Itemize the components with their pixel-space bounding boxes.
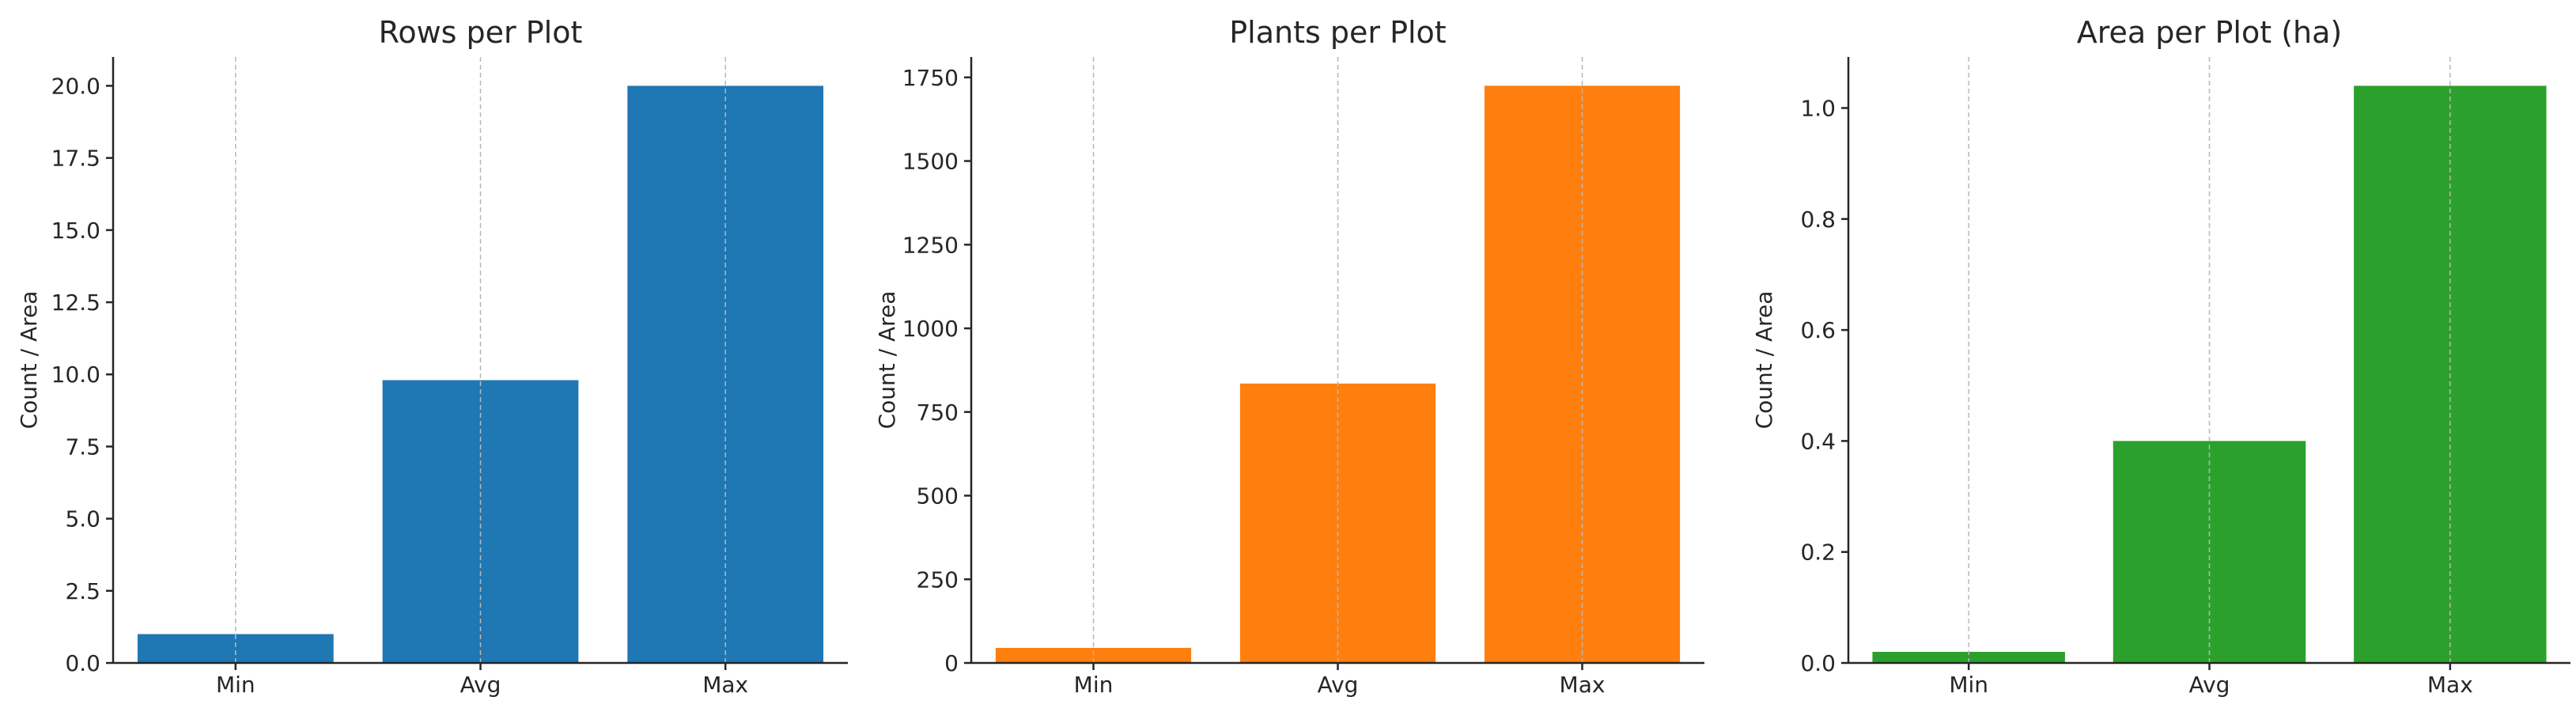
y-tick-label: 0 — [944, 650, 959, 676]
bar-avg — [382, 380, 579, 663]
y-tick-label: 1.0 — [1800, 96, 1836, 122]
x-tick-label: Max — [702, 672, 748, 698]
y-axis-label: Count / Area — [1751, 291, 1777, 430]
y-tick-label: 0.0 — [1800, 650, 1836, 676]
chart-panel-2: 0 250 500 750 1000 1250 1500 1750 Min Avg Max Plant… — [874, 15, 1704, 698]
y-tick-label: 1750 — [902, 65, 959, 91]
y-tick-label: 1250 — [902, 232, 959, 258]
y-tick-label: 1000 — [902, 316, 959, 342]
y-tick-label: 0.2 — [1800, 540, 1836, 566]
y-tick-label: 10.0 — [51, 362, 100, 388]
chart-title: Area per Plot (ha) — [2077, 15, 2342, 50]
y-tick-label: 20.0 — [51, 73, 100, 99]
chart-panel-3: 0.0 0.2 0.4 0.6 0.8 1.0 Min Avg Max Area per Plot… — [1751, 15, 2570, 698]
x-tick-label: Avg — [2189, 672, 2230, 698]
y-tick-label: 0.8 — [1800, 206, 1836, 233]
y-tick-label: 0.0 — [65, 650, 100, 676]
x-tick-label: Min — [1074, 672, 1114, 698]
x-tick-label: Min — [1949, 672, 1988, 698]
y-tick-label: 1500 — [902, 149, 959, 175]
y-tick-label: 0.4 — [1800, 428, 1836, 454]
y-axis-label: Count / Area — [16, 291, 42, 430]
chart-title: Rows per Plot — [379, 15, 583, 50]
y-tick-label: 5.0 — [65, 506, 100, 532]
y-tick-label: 2.5 — [65, 578, 100, 604]
x-tick-label: Max — [2427, 672, 2473, 698]
y-tick-label: 12.5 — [51, 290, 100, 316]
y-tick-label: 17.5 — [51, 146, 100, 172]
y-tick-label: 500 — [917, 483, 959, 509]
chart-title: Plants per Plot — [1229, 15, 1446, 50]
y-axis-label: Count / Area — [874, 291, 900, 430]
y-tick-label: 7.5 — [65, 434, 100, 460]
x-tick-label: Max — [1560, 672, 1606, 698]
y-tick-label: 0.6 — [1800, 317, 1836, 343]
y-tick-label: 15.0 — [51, 218, 100, 244]
x-tick-label: Avg — [1318, 672, 1359, 698]
x-tick-label: Min — [216, 672, 255, 698]
chart-panel-1: 0.0 2.5 5.0 7.5 10.0 12.5 15.0 17.5 20.0 Min Avg Ma… — [16, 15, 848, 698]
y-tick-label: 750 — [917, 400, 959, 426]
y-tick-label: 250 — [917, 566, 959, 593]
bar-min — [1872, 651, 2065, 663]
x-tick-label: Avg — [460, 672, 501, 698]
bar-min — [995, 647, 1192, 663]
